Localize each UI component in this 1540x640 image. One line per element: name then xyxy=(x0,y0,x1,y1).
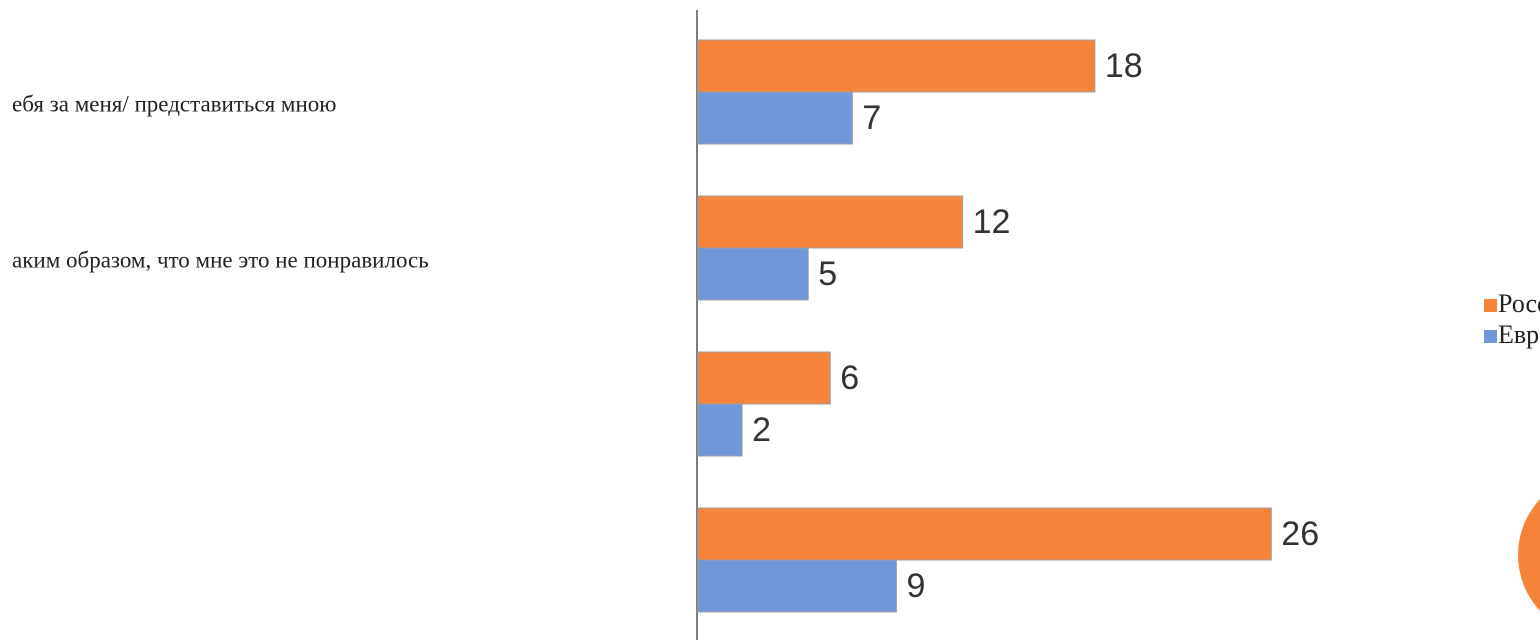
data-label: 7 xyxy=(862,99,881,137)
bar xyxy=(697,91,853,145)
legend-label: Европа xyxy=(1498,320,1540,349)
data-label: 18 xyxy=(1105,47,1143,85)
data-label: 2 xyxy=(752,411,771,449)
bar xyxy=(697,507,1272,561)
category-label: аким образом, что мне это не понравилось xyxy=(12,247,429,272)
data-label: 12 xyxy=(973,203,1011,241)
bar xyxy=(697,247,809,301)
data-label: 26 xyxy=(1281,515,1319,553)
bar xyxy=(697,559,897,613)
bar xyxy=(697,351,831,405)
legend-label: Россия xyxy=(1498,289,1540,318)
data-label: 9 xyxy=(906,567,925,605)
bar xyxy=(697,195,964,249)
decor-circle xyxy=(1518,499,1540,611)
legend-swatch xyxy=(1484,330,1497,343)
bar xyxy=(697,403,743,457)
data-label: 5 xyxy=(818,255,837,293)
legend-swatch xyxy=(1484,299,1497,312)
category-label: ебя за меня/ представиться мною xyxy=(12,91,336,116)
bar xyxy=(697,39,1096,93)
data-label: 6 xyxy=(840,359,859,397)
